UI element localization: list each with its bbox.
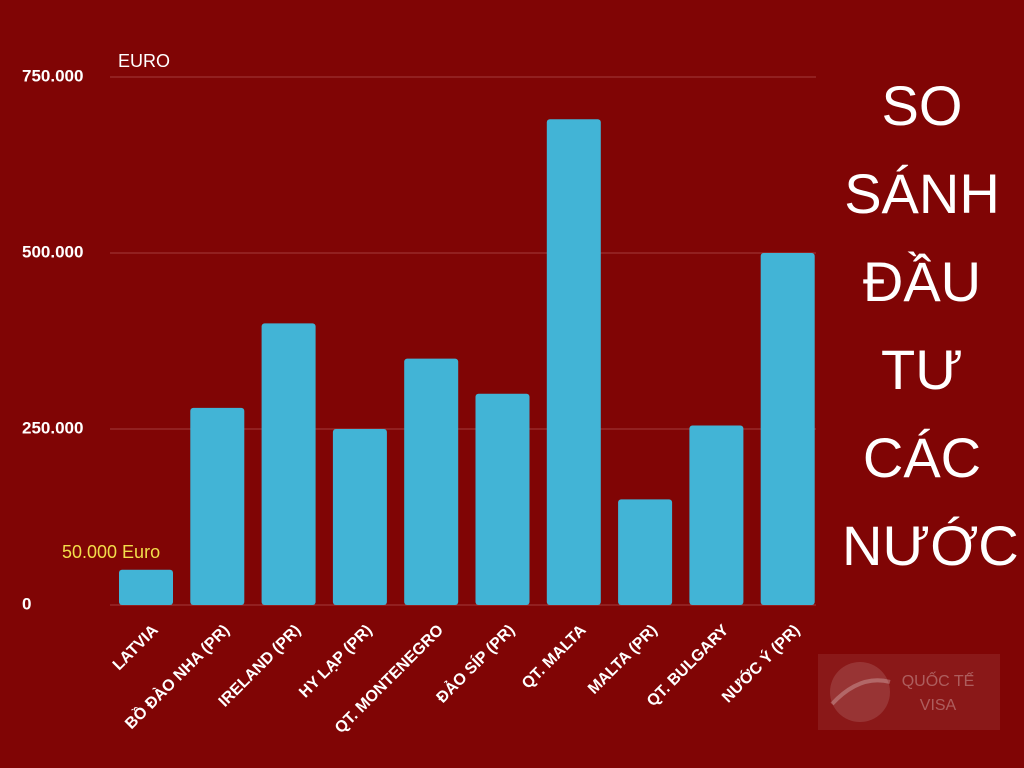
bar <box>760 253 815 605</box>
x-tick-label: HY LẠP (PR) <box>296 622 376 702</box>
y-tick-label: 500.000 <box>22 242 83 261</box>
watermark-line1: QUỐC TẾ <box>902 670 975 690</box>
x-tick-label: LATVIA <box>110 621 162 673</box>
y-tick-label: 250.000 <box>22 418 83 437</box>
y-tick-label: 0 <box>22 594 31 613</box>
bar <box>618 499 673 605</box>
annotation: 50.000 Euro <box>62 542 160 562</box>
y-unit: EURO <box>118 51 170 71</box>
bar <box>119 569 173 605</box>
chart-title: SO SÁNH ĐẦU TƯ CÁC NƯỚC <box>842 74 1019 577</box>
watermark: QUỐC TẾ VISA <box>818 654 1000 730</box>
bar <box>261 323 316 605</box>
x-tick-label: MALTA (PR) <box>585 622 661 698</box>
watermark-line2: VISA <box>920 697 957 714</box>
x-tick-label: QT. MALTA <box>519 621 590 692</box>
bar <box>404 358 459 605</box>
bar <box>332 429 387 605</box>
bar <box>475 393 530 605</box>
bar <box>689 425 744 605</box>
watermark-logo: QUỐC TẾ VISA <box>830 662 975 722</box>
y-tick-label: 750.000 <box>22 66 83 85</box>
bar <box>546 119 601 606</box>
bar <box>190 407 245 605</box>
